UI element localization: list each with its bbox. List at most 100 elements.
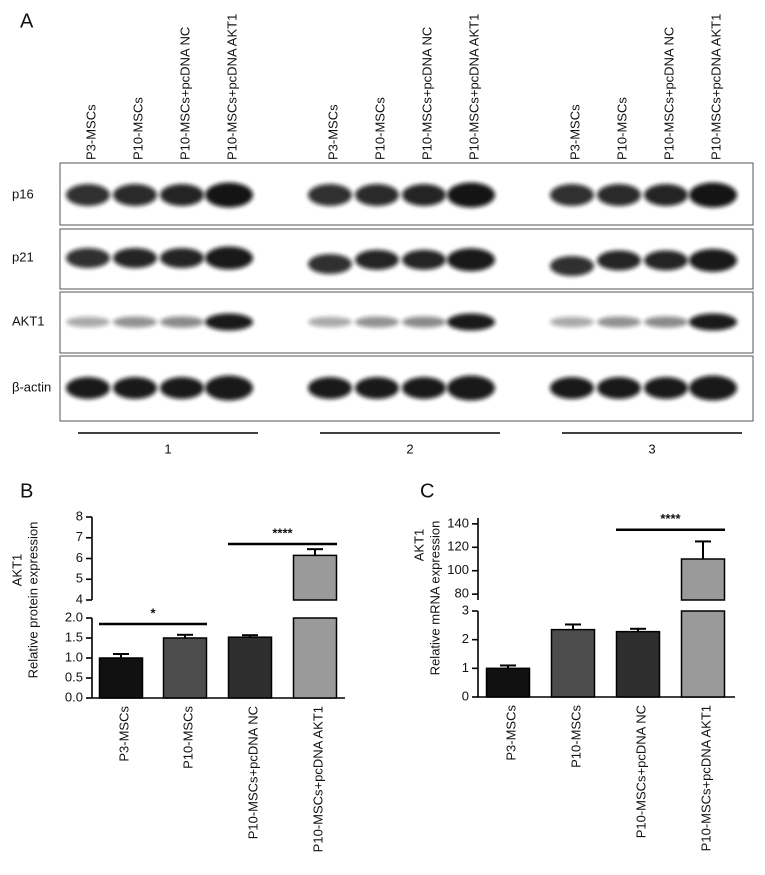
blot-band	[355, 316, 399, 328]
y-tick-label: 120	[447, 539, 469, 554]
y-tick-label: 2.0	[65, 609, 83, 624]
panel-label: B	[20, 480, 33, 502]
protein-label: p16	[12, 186, 34, 201]
lane-label: P10-MSCs+pcDNA NC	[419, 27, 434, 160]
panel-label: A	[20, 10, 34, 32]
x-tick-label: P3-MSCs	[116, 706, 131, 762]
blot-band	[66, 316, 110, 328]
y-tick-label: 5	[76, 571, 83, 586]
y-tick-label: 2	[462, 631, 469, 646]
group-label: 3	[648, 441, 655, 456]
lane-label: P3-MSCs	[83, 104, 98, 160]
y-axis-title: AKT1	[411, 529, 426, 562]
y-tick-label: 6	[76, 550, 83, 565]
blot-band	[597, 377, 641, 399]
x-tick-label: P10-MSCs	[180, 706, 195, 769]
blot-band	[113, 184, 157, 206]
x-tick-label: P10-MSCs	[568, 705, 583, 768]
blot-band	[597, 250, 641, 271]
bar	[680, 610, 726, 698]
blot-band	[113, 377, 157, 399]
protein-label: AKT1	[12, 313, 45, 328]
blot-band	[644, 184, 688, 206]
protein-label: β-actin	[12, 379, 51, 394]
bar	[615, 630, 661, 698]
blot-band	[308, 316, 352, 328]
blot-band	[447, 313, 495, 331]
lane-label: P3-MSCs	[567, 104, 582, 160]
blot-band	[205, 313, 253, 331]
blot-band	[160, 184, 204, 206]
bar	[680, 558, 726, 601]
blot-band	[550, 377, 594, 399]
y-tick-label: 3	[462, 602, 469, 617]
lane-label: P10-MSCs+pcDNA AKT1	[224, 14, 239, 160]
blot-band	[160, 248, 204, 268]
blot-band	[308, 377, 352, 399]
blot-band	[402, 184, 446, 206]
y-axis-label: Relative mRNA expression	[427, 521, 442, 676]
bar	[292, 617, 338, 699]
blot-band	[160, 316, 204, 328]
blot-band	[644, 316, 688, 328]
blot-band	[689, 182, 737, 208]
blot-band	[644, 377, 688, 399]
y-tick-label: 7	[76, 529, 83, 544]
blot-band	[447, 182, 495, 208]
blot-band	[550, 316, 594, 328]
lane-label: P3-MSCs	[325, 104, 340, 160]
y-tick-label: 1	[462, 660, 469, 675]
lane-label: P10-MSCs	[614, 97, 629, 160]
group-label: 1	[164, 441, 171, 456]
blot-band	[447, 248, 495, 272]
blot-band	[689, 313, 737, 331]
lane-label: P10-MSCs+pcDNA NC	[177, 27, 192, 160]
lane-label: P10-MSCs	[130, 97, 145, 160]
y-tick-label: 1.5	[65, 629, 83, 644]
blot-band	[402, 377, 446, 399]
bar	[98, 657, 144, 699]
bar	[292, 554, 338, 601]
bar	[227, 636, 273, 699]
blot-band	[597, 316, 641, 328]
blot-band	[597, 184, 641, 206]
blot-band	[689, 375, 737, 401]
lane-label: P10-MSCs+pcDNA AKT1	[466, 14, 481, 160]
y-tick-label: 0	[462, 688, 469, 703]
bar	[550, 628, 596, 698]
lane-label: P10-MSCs	[372, 97, 387, 160]
blot-band	[66, 377, 110, 399]
blot-band	[447, 375, 495, 401]
x-tick-label: P10-MSCs+pcDNA AKT1	[310, 706, 325, 852]
significance-label: ****	[272, 525, 293, 540]
lane-label: P10-MSCs+pcDNA AKT1	[708, 14, 723, 160]
blot-band	[160, 377, 204, 399]
blot-band	[113, 248, 157, 268]
blot-band	[550, 184, 594, 206]
blot-band	[66, 248, 110, 268]
blot-band	[355, 184, 399, 206]
x-tick-label: P10-MSCs+pcDNA NC	[245, 706, 260, 839]
panel-label: C	[420, 480, 434, 502]
x-tick-label: P10-MSCs+pcDNA NC	[633, 705, 648, 838]
y-tick-label: 0.5	[65, 669, 83, 684]
blot-band	[113, 316, 157, 328]
significance-label: *	[150, 605, 156, 620]
y-tick-label: 1.0	[65, 649, 83, 664]
blot-band	[644, 250, 688, 271]
lane-label: P10-MSCs+pcDNA NC	[661, 27, 676, 160]
y-tick-label: 80	[455, 586, 469, 601]
protein-label: p21	[12, 249, 34, 264]
significance-label: ****	[660, 511, 681, 526]
bar	[485, 667, 531, 698]
group-label: 2	[406, 441, 413, 456]
blot-band	[355, 249, 399, 270]
x-tick-label: P10-MSCs+pcDNA AKT1	[698, 705, 713, 851]
blot-band	[550, 256, 594, 276]
blot-band	[66, 184, 110, 206]
y-axis-label: Relative protein expression	[25, 522, 40, 679]
blot-band	[205, 182, 253, 208]
blot-band	[689, 248, 737, 272]
blot-band	[308, 184, 352, 206]
